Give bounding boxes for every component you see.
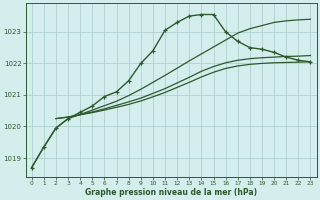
X-axis label: Graphe pression niveau de la mer (hPa): Graphe pression niveau de la mer (hPa) <box>85 188 257 197</box>
